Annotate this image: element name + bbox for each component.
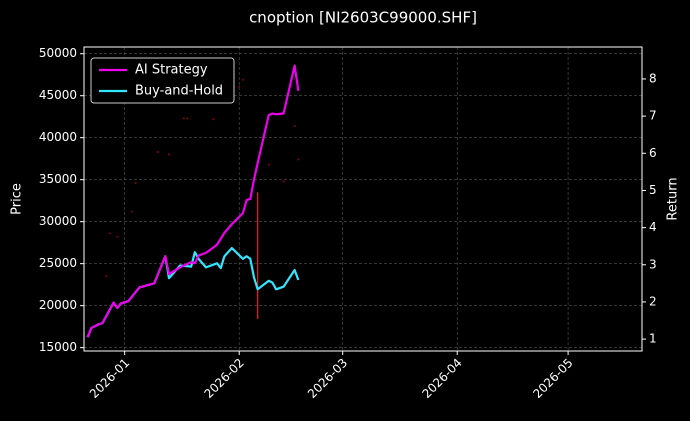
price-point	[131, 210, 134, 213]
y2-tick-label: 7	[649, 109, 657, 123]
y2-tick-label: 6	[649, 146, 657, 160]
price-point	[134, 182, 137, 185]
y-tick-label: 25000	[39, 256, 77, 270]
y2-tick-label: 3	[649, 257, 657, 271]
price-point	[108, 232, 111, 235]
y-tick-label: 40000	[39, 130, 77, 144]
y-tick-label: 45000	[39, 88, 77, 102]
y2-axis-label: Return	[666, 177, 681, 220]
price-point	[238, 85, 241, 88]
legend-label: Buy-and-Hold	[135, 84, 223, 99]
price-point	[267, 163, 270, 166]
price-point	[212, 118, 215, 121]
price-point	[241, 78, 244, 81]
chart-title: cnoption [NI2603C99000.SHF]	[249, 9, 477, 27]
y-tick-label: 30000	[39, 214, 77, 228]
price-point	[156, 150, 159, 153]
price-point	[167, 153, 170, 156]
legend-label: AI Strategy	[135, 63, 208, 78]
y-tick-label: 50000	[39, 46, 77, 60]
y-tick-label: 15000	[39, 340, 77, 354]
y2-tick-label: 2	[649, 294, 657, 308]
y-tick-label: 20000	[39, 298, 77, 312]
plot-frame	[83, 46, 643, 352]
y-axis-label: Price	[10, 183, 25, 215]
price-point	[282, 180, 285, 183]
price-point	[116, 235, 119, 238]
y2-tick-label: 8	[649, 71, 657, 85]
series-line	[86, 64, 300, 338]
y2-tick-label: 4	[649, 220, 657, 234]
price-point	[182, 117, 185, 120]
y-tick-label: 35000	[39, 172, 77, 186]
y2-tick-label: 5	[649, 183, 657, 197]
price-point	[186, 117, 189, 120]
price-point	[297, 158, 300, 161]
y2-tick-label: 1	[649, 332, 657, 346]
price-point	[293, 124, 296, 127]
price-point	[105, 275, 108, 278]
